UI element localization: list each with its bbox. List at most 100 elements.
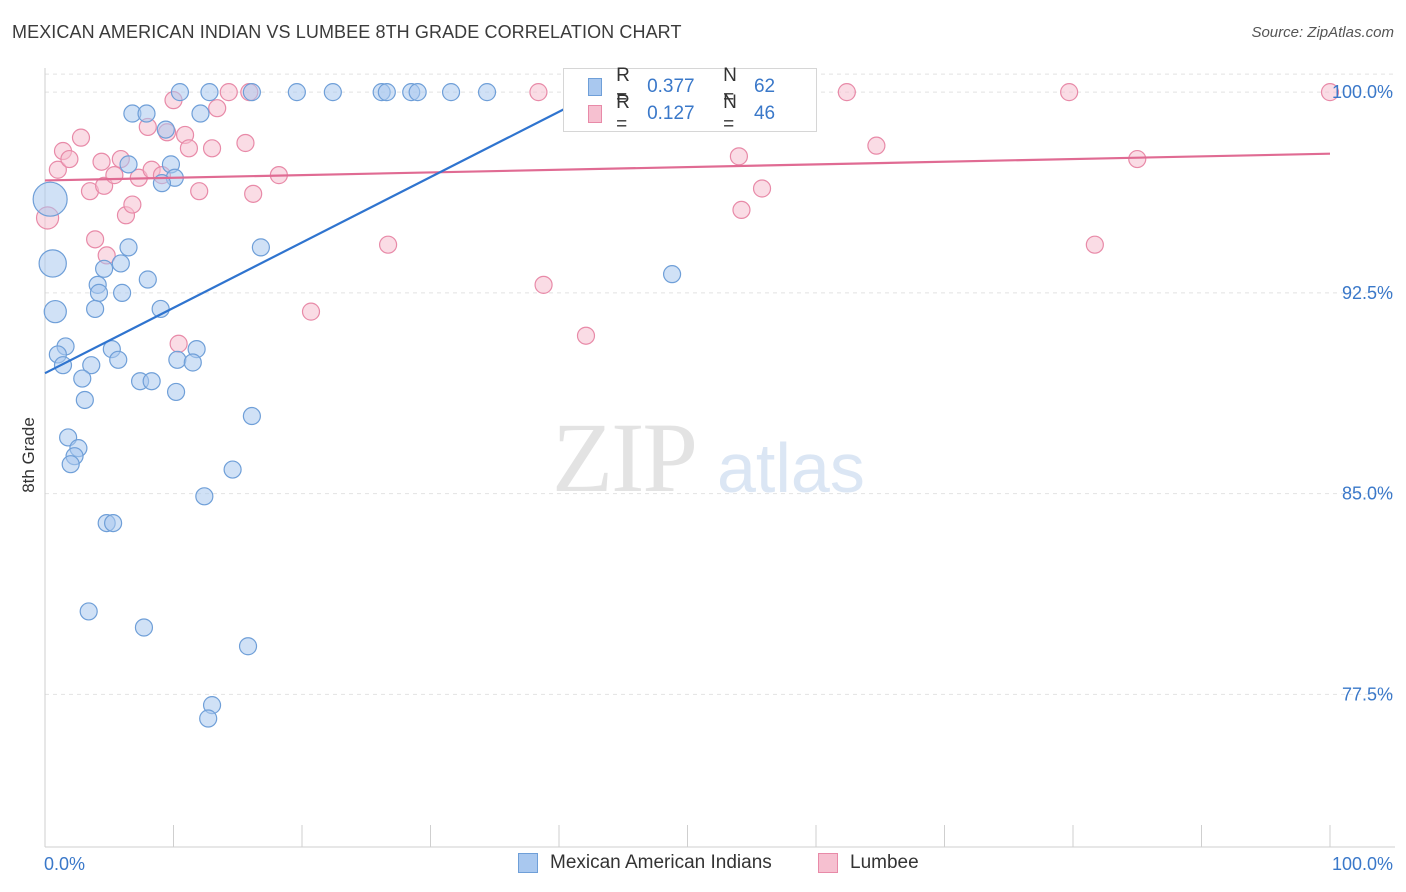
data-point bbox=[195, 487, 214, 506]
tick-labels: 77.5% 85.0% 92.5% 100.0% 0.0% 100.0% bbox=[44, 82, 1393, 874]
data-point bbox=[202, 139, 222, 158]
trend-lines bbox=[44, 91, 1331, 375]
data-point bbox=[752, 179, 772, 198]
data-point bbox=[408, 83, 427, 102]
data-point bbox=[73, 369, 92, 388]
data-point bbox=[138, 270, 157, 289]
data-point bbox=[79, 602, 98, 621]
blue-swatch bbox=[518, 853, 538, 873]
data-point bbox=[219, 83, 238, 102]
data-point bbox=[576, 326, 596, 345]
watermark-zip: ZIP bbox=[552, 402, 698, 513]
data-point bbox=[529, 83, 548, 102]
data-point bbox=[104, 513, 123, 533]
data-point bbox=[119, 238, 138, 257]
y-tick-label: 77.5% bbox=[1342, 684, 1393, 704]
data-point bbox=[111, 254, 130, 273]
data-point bbox=[378, 235, 398, 254]
data-point bbox=[137, 104, 156, 123]
data-point bbox=[48, 160, 67, 179]
n-value: 46 bbox=[753, 103, 776, 124]
data-point bbox=[166, 382, 186, 402]
y-axis-label: 8th Grade bbox=[19, 417, 38, 493]
legend-item-lumbee[interactable]: Lumbee bbox=[818, 852, 919, 874]
data-point bbox=[534, 275, 553, 294]
data-point bbox=[105, 166, 124, 185]
data-point bbox=[183, 353, 202, 372]
data-point bbox=[82, 356, 101, 375]
data-point bbox=[200, 83, 219, 102]
mexican-american-indians-points bbox=[32, 83, 682, 728]
data-point bbox=[169, 334, 188, 353]
pink-swatch bbox=[818, 853, 838, 873]
n-label: N = bbox=[723, 92, 737, 135]
data-point bbox=[86, 230, 105, 249]
data-point bbox=[301, 302, 321, 321]
r-value: 0.127 bbox=[647, 103, 695, 124]
lumbee-trend-line bbox=[44, 152, 1331, 182]
data-point bbox=[119, 155, 138, 174]
data-point bbox=[1085, 235, 1104, 254]
data-point bbox=[61, 455, 80, 474]
r-value: 0.377 bbox=[647, 76, 695, 97]
data-point bbox=[86, 299, 105, 319]
data-point bbox=[38, 249, 67, 278]
data-point bbox=[242, 406, 261, 426]
pink-swatch bbox=[588, 105, 603, 123]
data-point bbox=[75, 390, 94, 410]
data-point bbox=[190, 182, 209, 201]
data-point bbox=[1320, 83, 1340, 102]
data-point bbox=[92, 152, 111, 171]
y-tick-label: 100.0% bbox=[1332, 82, 1393, 102]
data-point bbox=[109, 350, 128, 369]
data-point bbox=[60, 149, 79, 169]
data-point bbox=[477, 83, 497, 102]
x-tick-label: 0.0% bbox=[44, 854, 85, 874]
data-point bbox=[89, 283, 109, 302]
data-point bbox=[168, 350, 187, 369]
data-point bbox=[223, 460, 242, 479]
data-point bbox=[142, 372, 161, 391]
legend-label: Mexican American Indians bbox=[550, 852, 772, 873]
data-point bbox=[170, 83, 190, 102]
data-point bbox=[251, 238, 270, 257]
y-tick-label: 92.5% bbox=[1342, 283, 1393, 303]
x-tick-label: 100.0% bbox=[1332, 854, 1393, 874]
data-point bbox=[244, 184, 263, 203]
correlation-legend: R = 0.377 N = 62 R = 0.127 N = 46 bbox=[563, 65, 817, 135]
r-label: R = bbox=[616, 92, 630, 135]
data-point bbox=[729, 147, 749, 166]
legend-item-mexican-american-indians[interactable]: Mexican American Indians bbox=[518, 852, 772, 874]
legend-row-lumbee: R = 0.127 N = 46 bbox=[588, 92, 816, 135]
legend-row-mexican-american-indians: R = 0.377 N = 62 bbox=[588, 65, 816, 108]
data-point bbox=[95, 259, 114, 278]
data-point bbox=[32, 181, 68, 217]
source-credit: Source: ZipAtlas.com bbox=[1251, 24, 1394, 41]
y-tick-label: 85.0% bbox=[1342, 484, 1393, 504]
data-point bbox=[71, 128, 91, 147]
axes bbox=[44, 68, 1395, 848]
data-point bbox=[112, 283, 132, 302]
data-point bbox=[43, 299, 67, 324]
data-point bbox=[441, 83, 461, 102]
data-point bbox=[837, 83, 856, 102]
blue-swatch bbox=[588, 78, 603, 96]
data-point bbox=[208, 99, 227, 118]
data-point bbox=[238, 637, 258, 656]
data-point bbox=[1128, 149, 1147, 169]
legend-label: Lumbee bbox=[850, 852, 919, 873]
data-point bbox=[156, 120, 175, 139]
mexican-american-indians-trend-line bbox=[44, 91, 599, 375]
data-point bbox=[123, 195, 142, 214]
data-point bbox=[287, 83, 306, 102]
data-point bbox=[199, 709, 218, 728]
data-point bbox=[134, 618, 154, 637]
r-label: R = bbox=[616, 65, 630, 108]
data-point bbox=[377, 83, 396, 102]
data-point bbox=[236, 133, 255, 153]
n-value: 62 bbox=[753, 76, 776, 97]
series-legend: Mexican American Indians Lumbee bbox=[0, 852, 1406, 878]
data-point bbox=[179, 139, 199, 158]
data-point bbox=[242, 83, 261, 102]
